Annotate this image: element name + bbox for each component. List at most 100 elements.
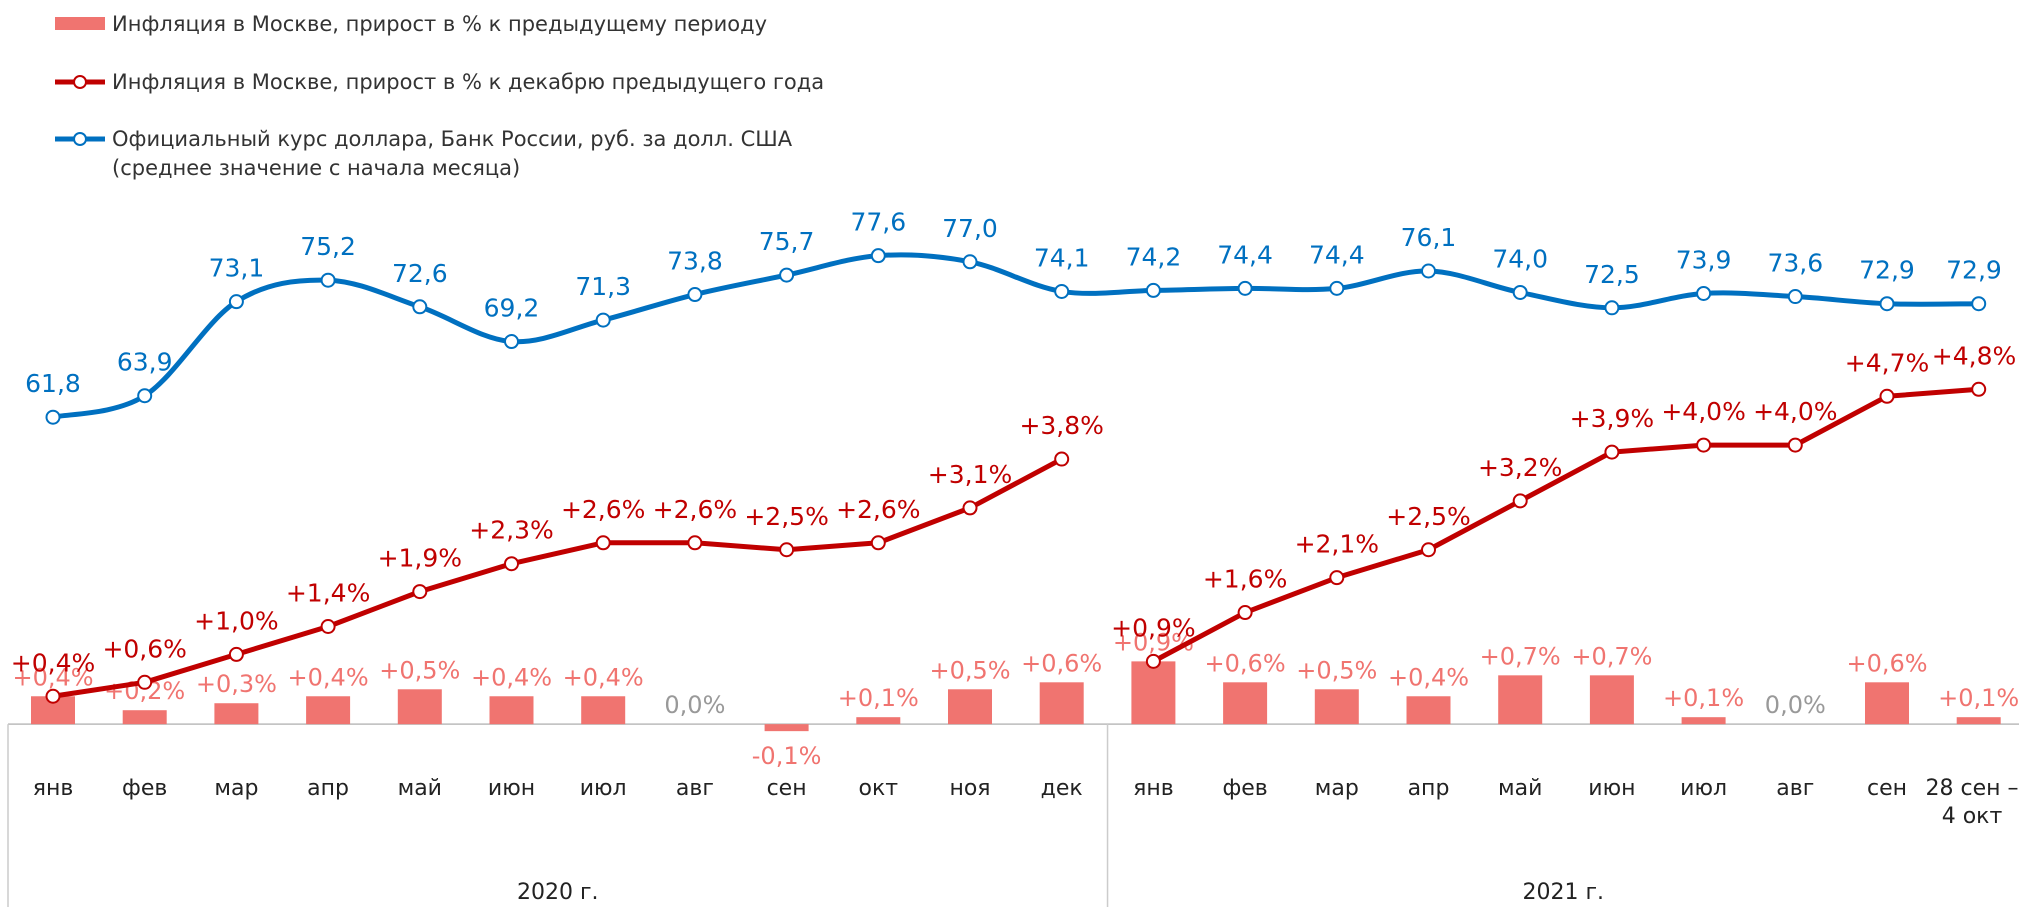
legend-swatch [55, 17, 105, 30]
point [1512, 284, 1528, 300]
group-label: 2021 г. [1522, 880, 1605, 905]
group-label: 2020 г. [516, 880, 599, 905]
data-label: +4,7% [1845, 348, 1929, 377]
data-label: +0,9% [1113, 628, 1194, 656]
point [1237, 605, 1253, 621]
bar [1956, 717, 2001, 725]
data-label: +3,1% [928, 460, 1012, 489]
data-label: -0,1% [752, 742, 822, 770]
data-label: +2,1% [1295, 530, 1379, 559]
legend-item [55, 75, 105, 89]
data-label: +0,6% [1846, 649, 1927, 677]
x-tick-label: фев [122, 776, 168, 801]
bar [122, 710, 167, 725]
data-label: +2,6% [561, 495, 645, 524]
data-label: 71,3 [575, 272, 631, 301]
point [687, 287, 703, 303]
data-label: +0,5% [929, 656, 1010, 684]
bar [1039, 682, 1084, 725]
legend-item [55, 132, 105, 146]
x-tick-label: июн [1588, 776, 1636, 801]
data-label: +0,9% [1111, 613, 1195, 642]
point [1604, 444, 1620, 460]
data-label: +4,0% [1661, 397, 1745, 426]
bar [306, 696, 351, 725]
bar [764, 724, 809, 732]
x-tick-label: май [1497, 776, 1543, 801]
data-label: 72,9 [1859, 256, 1915, 285]
data-label: +2,6% [836, 495, 920, 524]
data-label: +3,2% [1478, 453, 1562, 482]
data-label: +1,6% [1203, 565, 1287, 594]
point [1604, 300, 1620, 316]
x-tick-label: мар [214, 776, 259, 801]
bar [1681, 717, 1726, 725]
data-label: +2,3% [469, 516, 553, 545]
point [1421, 263, 1436, 279]
x-tick-label: ноя [949, 776, 991, 801]
data-label: 74,0 [1492, 244, 1548, 273]
bar [1589, 675, 1634, 725]
point [1421, 542, 1436, 558]
bar [397, 689, 442, 725]
data-label: +0,6% [102, 634, 186, 663]
x-tick-label: июл [579, 776, 627, 801]
point [1879, 388, 1895, 404]
point [1237, 280, 1253, 296]
bar [1498, 675, 1543, 725]
point [412, 584, 428, 600]
data-label: +0,5% [1296, 656, 1377, 684]
point [1787, 289, 1803, 305]
point [1971, 296, 1987, 312]
bar [1131, 661, 1176, 725]
bar [1406, 696, 1451, 725]
data-label: +0,7% [1571, 642, 1652, 670]
point [137, 388, 153, 404]
point [1329, 570, 1345, 586]
bar [1223, 682, 1268, 725]
data-label: +0,4% [563, 663, 644, 691]
point [870, 248, 886, 264]
point [504, 334, 519, 350]
legend-label: Инфляция в Москве, прирост в % к декабрю… [112, 70, 825, 94]
point [595, 535, 611, 551]
data-label: 75,7 [759, 227, 815, 256]
point [779, 267, 795, 283]
point [962, 500, 978, 516]
point [504, 556, 519, 572]
point [962, 254, 978, 270]
x-tick-label: янв [32, 776, 74, 801]
data-label: +0,4% [471, 663, 552, 691]
bar [214, 703, 259, 725]
data-label: +1,0% [194, 606, 278, 635]
data-label: +2,5% [744, 502, 828, 531]
data-label: +0,6% [1021, 649, 1102, 677]
point [320, 618, 336, 634]
x-tick-label: сен [1866, 776, 1907, 801]
x-tick-label: авг [1776, 776, 1815, 801]
data-label: +0,7% [1480, 642, 1561, 670]
x-tick-label: апр [1407, 776, 1450, 801]
data-label: 73,6 [1767, 249, 1823, 278]
point [1512, 493, 1528, 509]
data-label: +1,9% [378, 544, 462, 573]
point [412, 299, 428, 315]
point [1696, 437, 1712, 453]
legend-label: Официальный курс доллара, Банк России, р… [112, 127, 793, 180]
data-label: +1,4% [286, 578, 370, 607]
data-label: +4,8% [1932, 341, 2016, 370]
data-label: +0,1% [1663, 684, 1744, 712]
data-label: +3,8% [1019, 411, 1103, 440]
point [870, 535, 886, 551]
bar [1314, 689, 1359, 725]
point [1145, 282, 1161, 298]
point [1696, 285, 1712, 301]
data-label: +0,4% [12, 663, 93, 691]
data-label: 74,4 [1217, 240, 1273, 269]
point [687, 535, 703, 551]
data-label: 72,6 [392, 259, 448, 288]
bar [948, 689, 992, 725]
data-label: +0,4% [288, 663, 369, 691]
